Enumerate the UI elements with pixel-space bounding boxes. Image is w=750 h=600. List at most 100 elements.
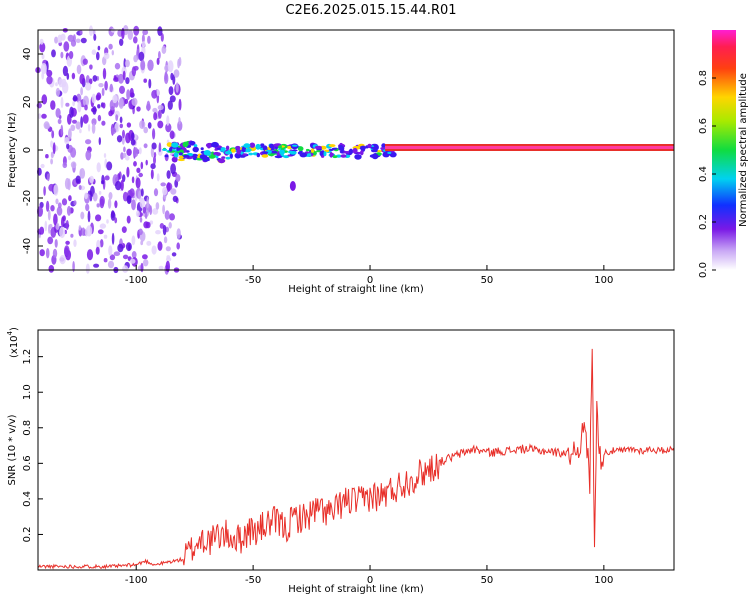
snr-series-line: [37, 348, 675, 570]
spectrogram-cell: [129, 188, 135, 197]
spectrogram-cell: [119, 85, 125, 94]
spectrogram-cell: [131, 251, 137, 259]
colorbar-title: Normalized spectral amplitude: [738, 73, 749, 227]
spectrogram-cell: [102, 68, 107, 80]
y-tick-label: 0.6: [22, 455, 33, 471]
spectrogram-cell: [125, 77, 130, 85]
spectrogram-cell: [145, 159, 148, 166]
snr-exponent-label: (x104): [6, 327, 20, 358]
spectrogram-cell: [101, 180, 105, 185]
spectrogram-cell: [50, 100, 56, 110]
spectrogram-cell: [161, 45, 167, 54]
spectrogram-cell: [119, 116, 123, 124]
spectrogram-cell: [289, 181, 296, 191]
spectrogram-cell: [140, 161, 144, 170]
spectrogram-cell: [113, 75, 117, 80]
spectrogram-cell: [170, 163, 177, 175]
spectrogram-cell: [245, 148, 252, 152]
spectrogram-cell: [123, 58, 127, 70]
spectrogram-cell: [136, 106, 141, 112]
spectrogram-cell: [387, 151, 392, 154]
spectrogram-cell: [143, 126, 148, 134]
spectrogram-cell: [72, 119, 77, 124]
spectrogram-cell: [360, 145, 366, 151]
spectrogram-cell: [126, 122, 132, 128]
x-tick-label: 50: [481, 575, 494, 586]
spectrogram-cell: [147, 59, 154, 71]
spectrogram-cell: [131, 235, 136, 246]
spectrogram-cell: [62, 65, 68, 77]
y-tick-label: 1.2: [22, 349, 33, 365]
spectrogram-cell: [123, 146, 126, 153]
spectrogram-cell: [79, 73, 85, 85]
spectrogram-y-title: Frequency (Hz): [7, 112, 18, 188]
spectrogram-cell: [80, 37, 87, 44]
spectrogram-cell: [51, 49, 56, 58]
spectrogram-cell: [85, 82, 92, 91]
spectrogram-cell: [171, 252, 177, 257]
spectrogram-cell: [87, 124, 91, 132]
spectrogram-cell: [99, 195, 105, 206]
spectrogram-cell: [219, 149, 226, 152]
spectrogram-cell: [84, 104, 88, 111]
snr-exponent-power: 4: [6, 330, 14, 335]
spectrogram-cell: [50, 140, 54, 148]
spectrogram-cell: [80, 87, 83, 96]
spectrogram-cell: [141, 34, 145, 44]
spectrogram-cell: [147, 122, 152, 129]
spectrogram-cell: [103, 153, 107, 158]
spectrogram-cell: [178, 152, 183, 156]
spectrogram-cell: [73, 239, 77, 247]
spectrogram-cell: [72, 100, 75, 107]
spectrogram-cell: [261, 154, 269, 158]
spectrogram-cell: [166, 142, 173, 147]
spectrogram-cell: [189, 141, 196, 146]
spectrogram-cell: [68, 155, 71, 161]
spectrogram-cell: [138, 228, 143, 236]
spectrogram-cell: [67, 178, 71, 191]
spectrogram-cell: [328, 144, 336, 148]
spectrogram-cell: [231, 148, 236, 153]
spectrogram-cell: [109, 254, 116, 261]
spectrogram-cell: [158, 109, 162, 119]
spectrogram-cell: [98, 137, 102, 146]
spectrogram-cell: [380, 147, 386, 150]
spectrogram-cell: [91, 93, 97, 104]
spectrogram-cell: [210, 141, 219, 148]
spectrogram-cell: [299, 152, 308, 158]
spectrogram-cell: [291, 149, 298, 152]
spectrogram-cell: [131, 97, 138, 106]
spectrogram-cell: [348, 148, 354, 155]
spectrogram-cell: [75, 175, 81, 184]
spectrogram-cell: [178, 155, 184, 159]
spectrogram-cell: [85, 139, 92, 145]
spectrogram-cell: [99, 239, 104, 248]
spectrogram-cell: [55, 198, 59, 205]
spectrogram-cell: [114, 200, 118, 209]
spectrogram-cell: [122, 254, 129, 260]
spectrogram-cell: [62, 215, 66, 222]
spectrogram-cell: [78, 225, 82, 231]
spectrogram-cell: [91, 118, 97, 126]
spectrogram-cell: [53, 213, 58, 226]
spectrogram-cell: [218, 158, 226, 164]
spectrogram-cell: [243, 143, 251, 149]
spectrogram-cell: [110, 127, 117, 135]
spectrogram-cell: [104, 80, 108, 91]
spectrogram-cell: [84, 192, 88, 200]
spectrogram-cell: [176, 228, 181, 240]
spectrogram-cell: [340, 154, 347, 158]
spectrogram-cell: [159, 223, 165, 229]
x-tick-label: -50: [245, 275, 261, 286]
spectrogram-cell: [178, 117, 181, 125]
spectrogram-cell: [78, 185, 82, 190]
spectrogram-cell: [352, 147, 358, 154]
spectrogram-cell: [164, 210, 170, 220]
spectrogram-cell: [202, 156, 210, 162]
spectrogram-cell: [178, 56, 182, 67]
colorbar-tick-label: 0.0: [698, 262, 709, 278]
spectrogram-cell: [173, 152, 179, 158]
spectrogram-y-ticks: -40 -20 0 20 40: [22, 48, 43, 254]
spectrogram-cell: [60, 96, 64, 109]
